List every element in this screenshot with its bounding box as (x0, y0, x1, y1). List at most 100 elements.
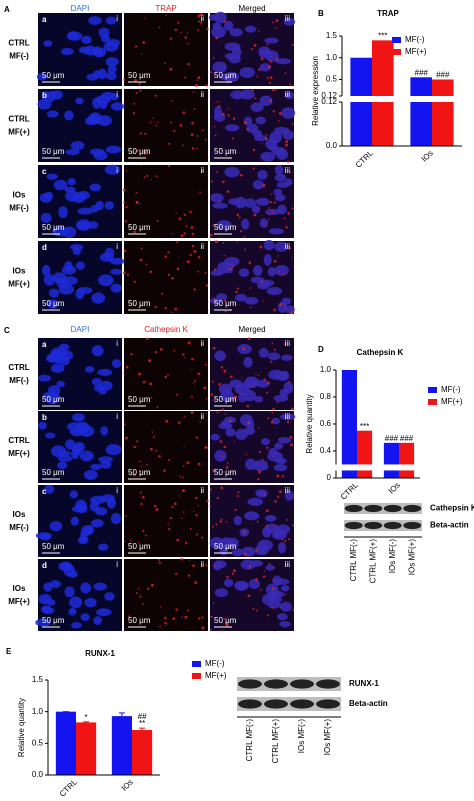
signal-dot (235, 79, 237, 81)
signal-dot (270, 55, 273, 58)
micrograph: 50 μm ii (124, 89, 208, 162)
nucleus (229, 379, 243, 389)
row-letter: b (42, 91, 47, 100)
signal-dot (132, 112, 136, 115)
signal-dot (188, 341, 191, 344)
signal-dot (125, 205, 128, 209)
signal-dot (133, 102, 136, 105)
nucleus (259, 218, 269, 229)
signal-dot (191, 368, 193, 371)
micrograph: 50 μm ii (124, 485, 209, 557)
nucleus (67, 31, 79, 40)
signal-dot (275, 27, 277, 29)
legend-swatch (392, 37, 401, 43)
signal-dot (139, 132, 142, 135)
blot-band (316, 679, 340, 689)
signal-dot (275, 19, 279, 23)
signal-dot (124, 220, 128, 223)
column-header: Cathepsin K (144, 325, 188, 334)
signal-dot (193, 510, 195, 512)
signal-dot (150, 179, 153, 181)
signal-dot (263, 378, 266, 381)
signal-dot (253, 43, 257, 47)
signal-dot (195, 496, 198, 500)
nucleus (41, 264, 51, 277)
nucleus (91, 378, 102, 386)
signal-dot (174, 28, 178, 32)
nucleus (267, 266, 277, 277)
signal-dot (247, 421, 251, 425)
signal-dot (123, 249, 127, 253)
signal-dot (179, 124, 183, 127)
lane-label: CTRL MF(-) (245, 719, 254, 762)
nucleus (56, 380, 66, 388)
nucleus (265, 514, 277, 522)
signal-dot (169, 67, 173, 71)
signal-dot (254, 578, 258, 582)
nucleus (35, 618, 52, 627)
signal-dot (218, 105, 221, 108)
nucleus (46, 173, 58, 180)
legend-label: MF(+) (205, 671, 227, 680)
signal-dot (193, 108, 196, 110)
nucleus (228, 54, 241, 64)
signal-dot (167, 458, 170, 461)
lane-label: IOs MF(-) (297, 719, 306, 754)
nucleus (258, 49, 270, 59)
nucleus (84, 45, 97, 56)
image-numeral: ii (200, 339, 204, 348)
signal-dot (187, 574, 191, 577)
signal-dot (291, 407, 294, 411)
nucleus (276, 148, 289, 160)
signal-dot (190, 226, 194, 229)
nucleus (64, 586, 75, 598)
signal-dot (197, 504, 200, 507)
signal-dot (220, 518, 223, 521)
signal-dot (212, 469, 216, 473)
nucleus (86, 73, 99, 81)
nucleus (255, 197, 270, 206)
signal-dot (273, 348, 276, 351)
signal-dot (215, 36, 219, 40)
signal-dot (122, 188, 126, 192)
nucleus (110, 283, 123, 293)
bar (76, 722, 97, 775)
signal-dot (201, 129, 204, 132)
nucleus (274, 528, 285, 537)
micrograph: 50 μm i b (37, 89, 125, 162)
signal-dot (155, 175, 158, 178)
nucleus (60, 47, 74, 56)
signal-dot (191, 232, 195, 236)
micrograph: 50 μm ii (123, 13, 209, 87)
signal-dot (291, 43, 295, 47)
nucleus (89, 183, 102, 192)
legend-swatch (428, 387, 437, 393)
signal-dot (286, 518, 289, 521)
signal-dot (181, 489, 185, 493)
nucleus (210, 269, 224, 276)
signal-dot (257, 478, 260, 481)
signal-dot (163, 469, 166, 472)
nucleus (239, 67, 256, 78)
image-numeral: i (116, 339, 118, 348)
nucleus (279, 621, 291, 628)
signal-dot (183, 415, 186, 418)
nucleus (75, 288, 85, 300)
nucleus (36, 73, 48, 81)
signal-dot (223, 618, 225, 620)
nucleus (96, 608, 112, 617)
nucleus (274, 241, 289, 252)
signal-dot (182, 476, 185, 479)
signal-dot (154, 351, 158, 354)
scale-bar-label: 50 μm (128, 71, 151, 80)
image-numeral: i (116, 14, 118, 23)
signal-dot (226, 575, 229, 579)
signal-dot (267, 77, 269, 80)
nucleus (70, 449, 80, 460)
nucleus (109, 257, 125, 265)
signal-dot (194, 581, 198, 585)
nucleus (70, 244, 84, 251)
signal-dot (271, 411, 274, 414)
signal-dot (250, 306, 252, 309)
signal-dot (181, 517, 183, 519)
